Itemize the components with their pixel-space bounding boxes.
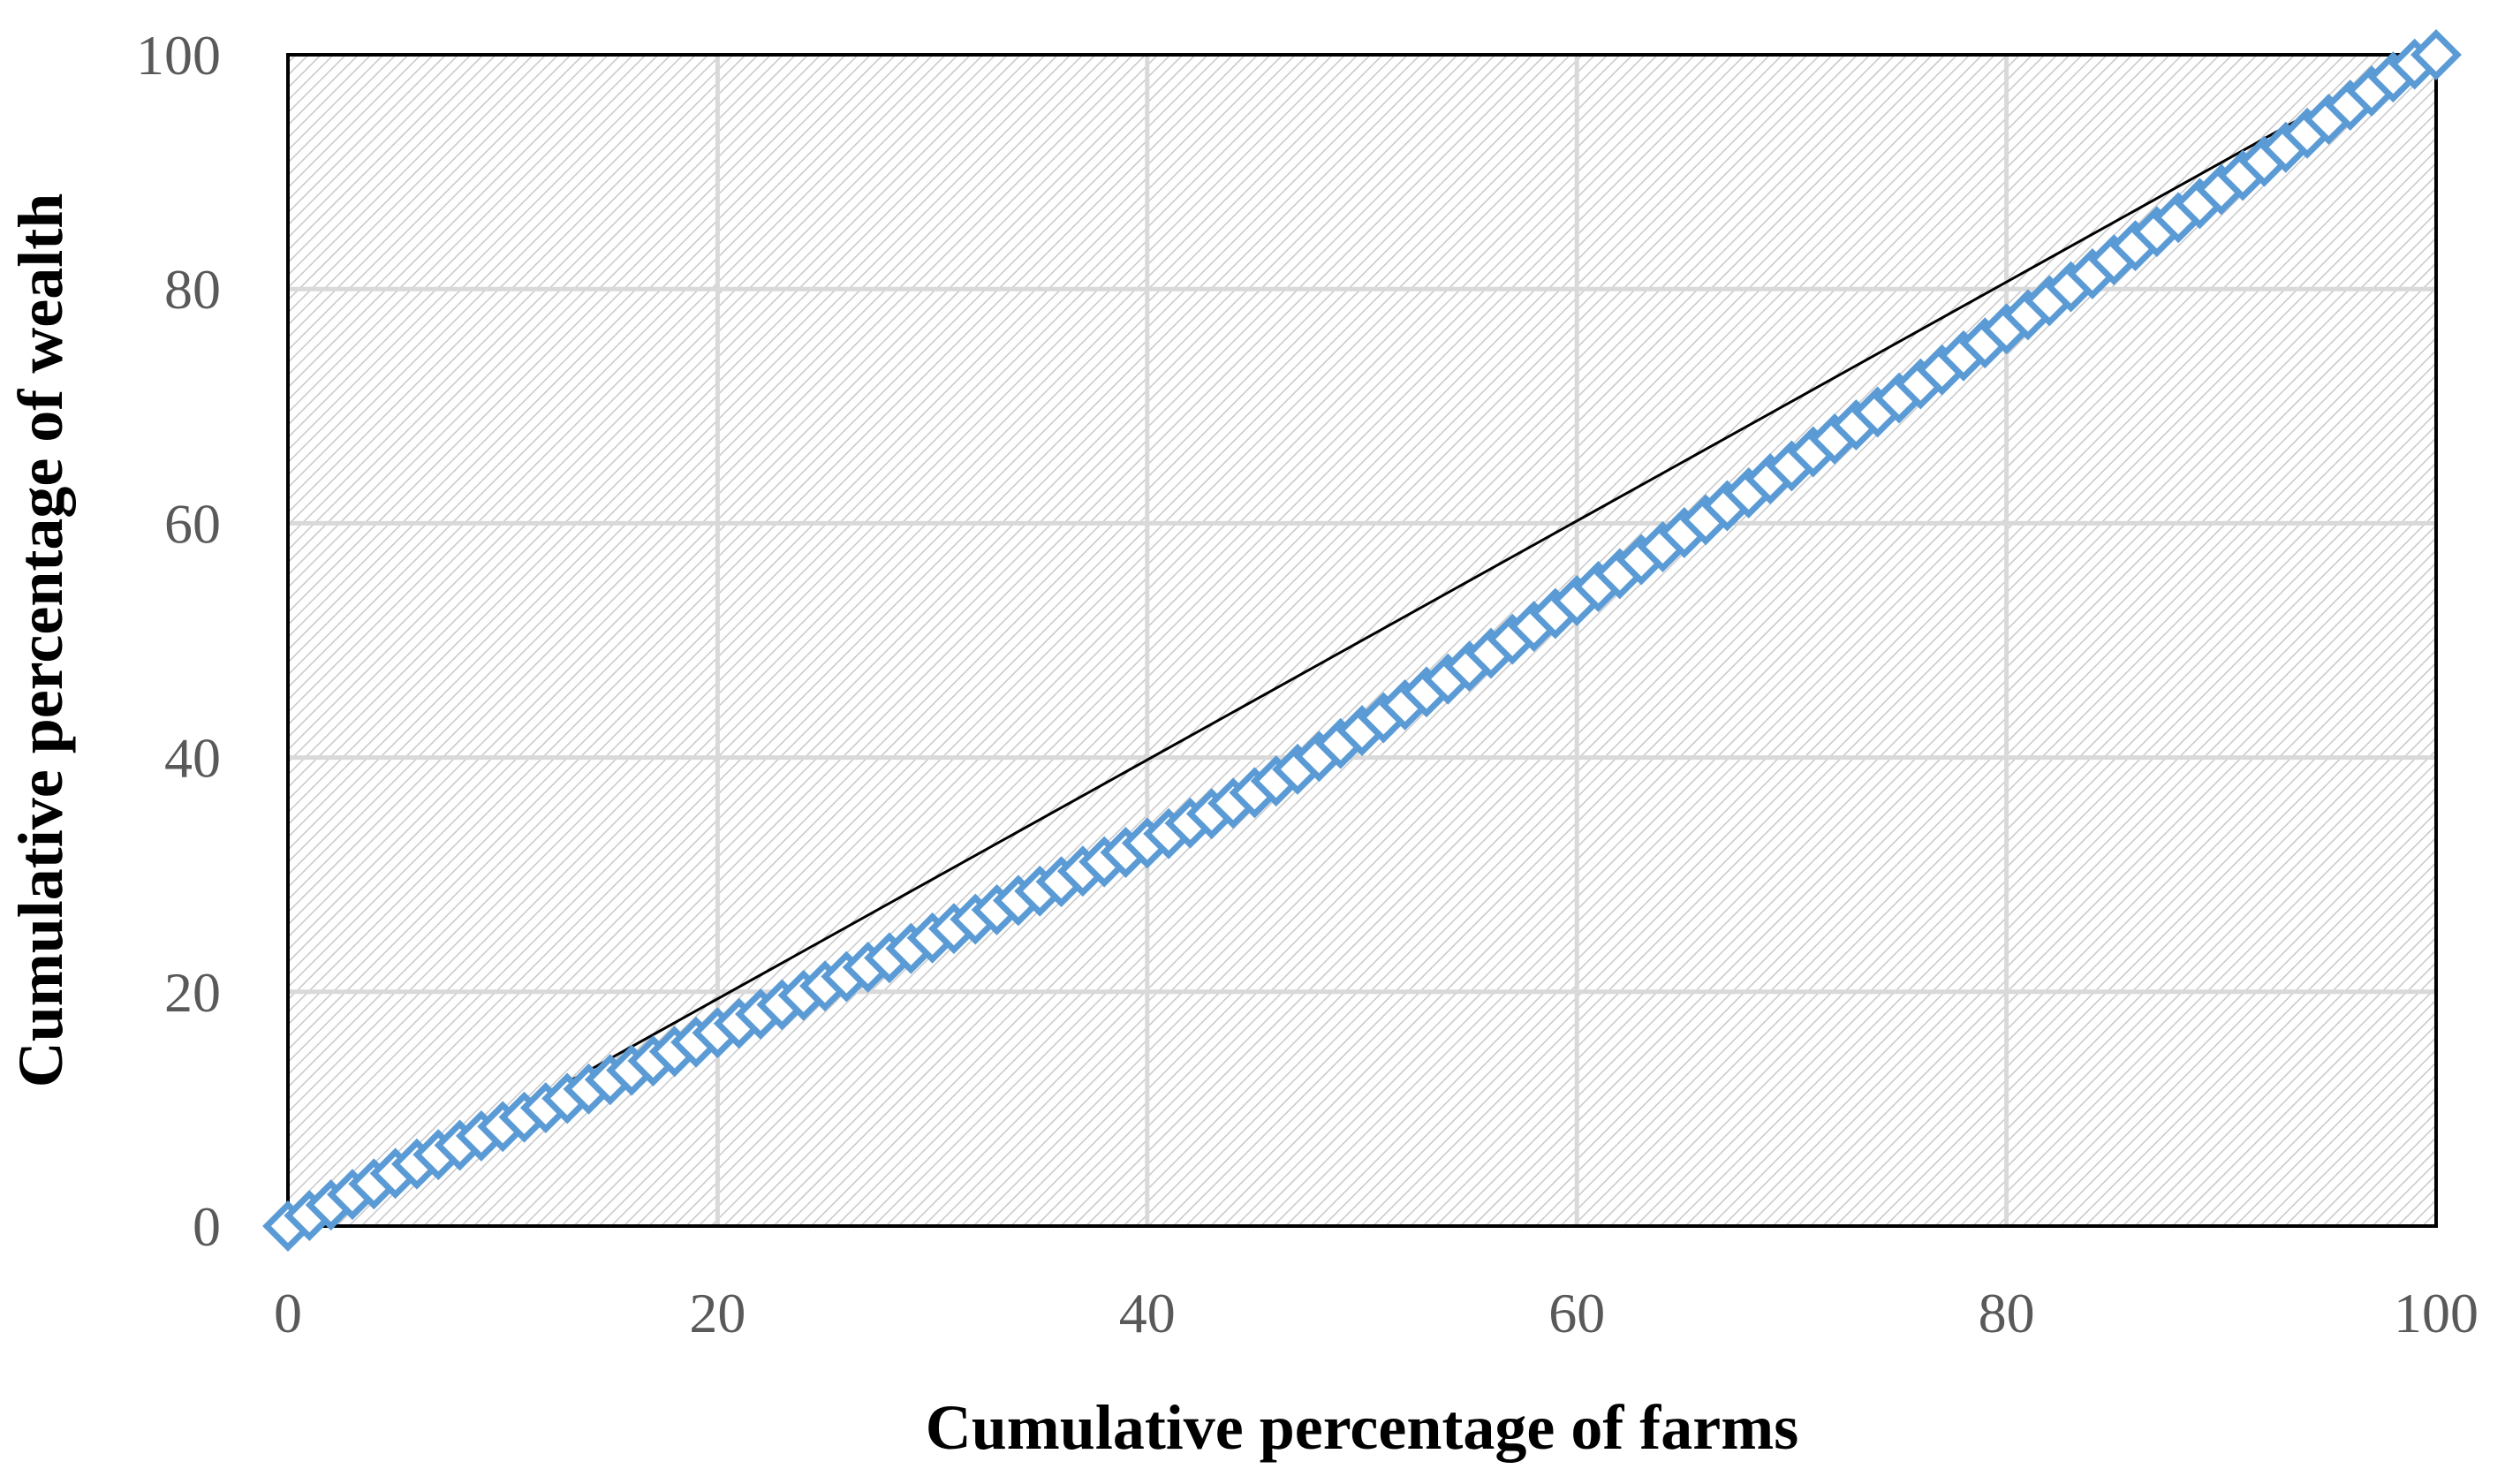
equality-line (287, 42, 2437, 1239)
y-tick-label: 100 (136, 24, 221, 87)
y-tick-label: 60 (164, 492, 221, 555)
equality-line-layer (287, 42, 2437, 1239)
y-tick-label: 0 (193, 1195, 221, 1258)
x-tick-label: 60 (1548, 1282, 1605, 1344)
x-tick-label: 0 (274, 1282, 302, 1344)
y-tick-labels: 0 20 40 60 80 100 (136, 24, 221, 1258)
x-tick-label: 40 (1119, 1282, 1176, 1344)
plot-border (286, 53, 2438, 1228)
x-axis-title: Cumulative percentage of farms (926, 1392, 1798, 1463)
x-tick-label: 20 (689, 1282, 745, 1344)
data-point (2410, 29, 2462, 80)
lorenz-markers (262, 29, 2462, 1252)
gridlines (288, 55, 2436, 1226)
y-tick-label: 20 (164, 961, 221, 1024)
y-axis-title: Cumulative percentage of wealth (5, 193, 76, 1088)
x-tick-labels: 0 20 40 60 80 100 (274, 1282, 2479, 1344)
x-tick-label: 80 (1979, 1282, 2035, 1344)
y-tick-label: 80 (164, 258, 221, 321)
y-tick-label: 40 (164, 727, 221, 790)
x-tick-label: 100 (2394, 1282, 2479, 1344)
